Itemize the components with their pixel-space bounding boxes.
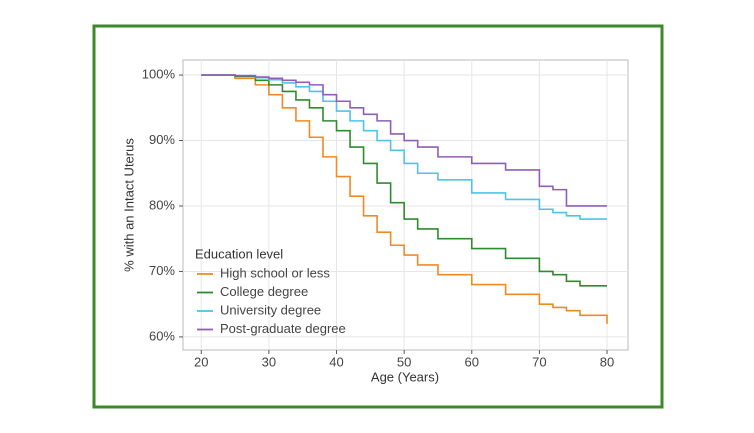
x-tick-label: 20 bbox=[194, 354, 208, 369]
y-axis-label: % with an Intact Uterus bbox=[121, 138, 136, 272]
series-line bbox=[201, 74, 608, 324]
legend-label: University degree bbox=[220, 302, 321, 317]
x-axis-label: Age (Years) bbox=[371, 369, 439, 384]
legend-title: Education level bbox=[195, 246, 283, 261]
x-tick-label: 80 bbox=[600, 354, 614, 369]
x-tick-label: 60 bbox=[465, 354, 479, 369]
y-tick-label: 70% bbox=[149, 263, 175, 278]
y-tick-label: 80% bbox=[149, 197, 175, 212]
y-tick-label: 60% bbox=[149, 328, 175, 343]
series-line bbox=[201, 74, 608, 287]
x-tick-label: 70 bbox=[532, 354, 546, 369]
x-tick-label: 50 bbox=[397, 354, 411, 369]
legend-label: Post-graduate degree bbox=[220, 321, 346, 336]
legend-label: High school or less bbox=[220, 265, 330, 280]
x-tick-label: 30 bbox=[262, 354, 276, 369]
x-tick-label: 40 bbox=[329, 354, 343, 369]
y-tick-label: 100% bbox=[142, 66, 176, 81]
y-tick-label: 90% bbox=[149, 132, 175, 147]
series-line bbox=[201, 74, 608, 207]
plot-background bbox=[182, 59, 629, 351]
frame bbox=[92, 24, 664, 409]
legend-label: College degree bbox=[220, 284, 308, 299]
